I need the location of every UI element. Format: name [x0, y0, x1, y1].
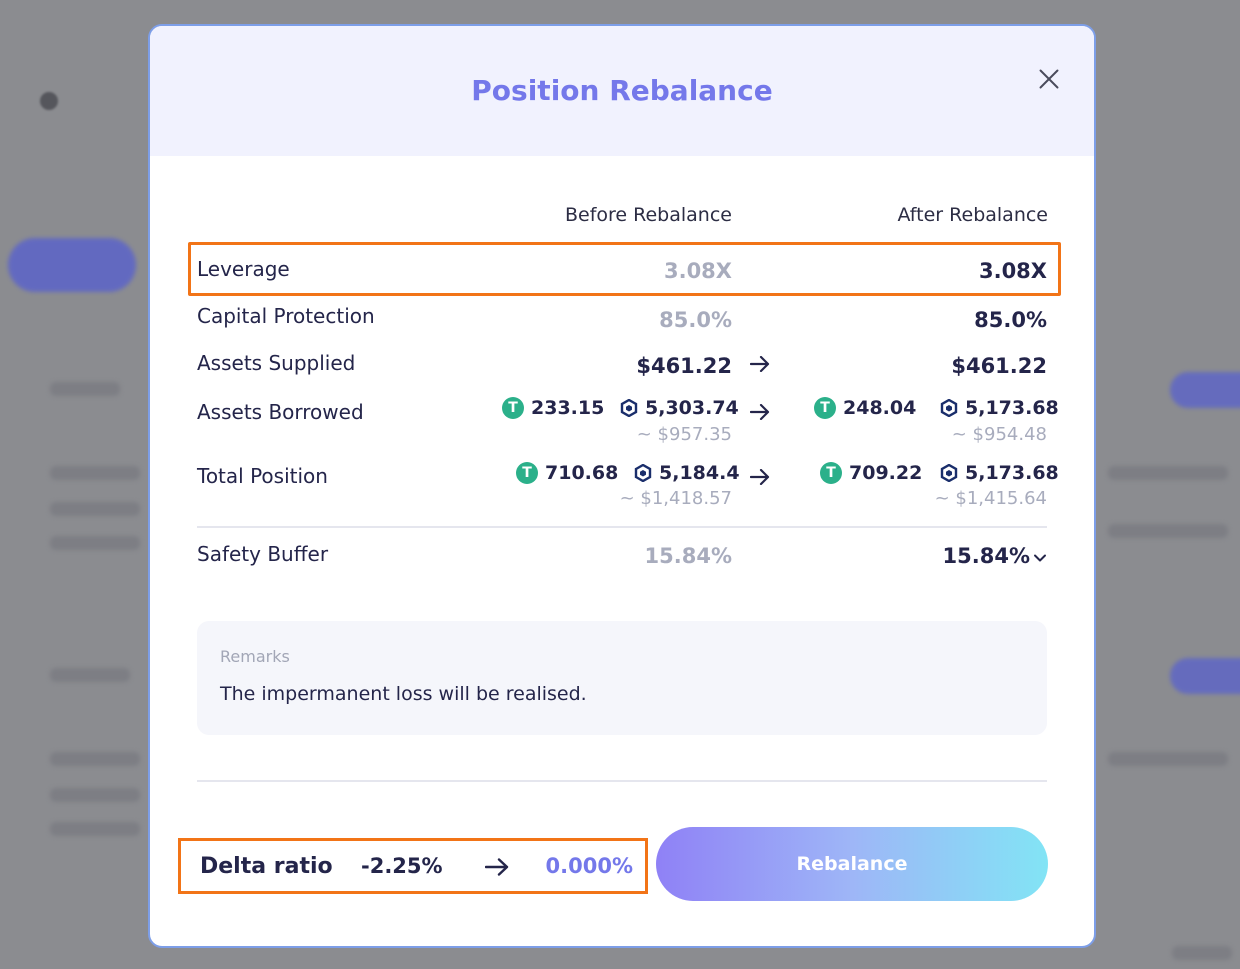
- remarks-label: Remarks: [220, 647, 290, 666]
- background-badge: [1170, 658, 1240, 694]
- borrowed-before-cro: 5,303.74: [620, 397, 739, 419]
- leverage-highlight: [188, 242, 1061, 296]
- borrowed-before-usdt-amount: 233.15: [531, 397, 605, 419]
- chevron-down-icon[interactable]: [1033, 551, 1047, 565]
- divider: [197, 780, 1047, 782]
- borrowed-after-approx: ~ $954.48: [951, 424, 1047, 445]
- usdt-icon: T: [814, 397, 836, 419]
- cro-icon: [620, 399, 638, 417]
- assets-borrowed-label: Assets Borrowed: [197, 400, 364, 424]
- borrowed-before-cro-amount: 5,303.74: [645, 397, 739, 419]
- leverage-after: 3.08X: [978, 259, 1047, 283]
- background-text: [50, 536, 140, 550]
- assets-supplied-label: Assets Supplied: [197, 351, 356, 375]
- safety-buffer-before: 15.84%: [644, 544, 732, 568]
- borrowed-before-approx: ~ $957.35: [636, 424, 732, 445]
- modal-title: Position Rebalance: [471, 74, 773, 107]
- modal-header: Position Rebalance: [150, 26, 1094, 156]
- arrow-right-icon: [750, 469, 770, 485]
- total-before-approx: ~ $1,418.57: [619, 488, 732, 509]
- total-after-usdt-amount: 709.22: [849, 462, 923, 484]
- total-before-usdt-amount: 710.68: [545, 462, 619, 484]
- assets-supplied-before: $461.22: [636, 354, 732, 378]
- rebalance-button[interactable]: Rebalance: [656, 827, 1048, 901]
- safety-buffer-after: 15.84%: [942, 544, 1030, 568]
- leverage-before: 3.08X: [663, 259, 732, 283]
- borrowed-after-usdt: T 248.04: [814, 397, 916, 419]
- total-before-cro: 5,184.4: [634, 462, 740, 484]
- background-text: [1108, 752, 1228, 766]
- borrowed-after-cro: 5,173.68: [940, 397, 1059, 419]
- background-text: [50, 752, 140, 766]
- total-position-label: Total Position: [197, 464, 328, 488]
- background-button: [8, 238, 136, 292]
- background-badge: [1170, 372, 1240, 408]
- total-after-cro: 5,173.68: [940, 462, 1059, 484]
- capital-protection-before: 85.0%: [659, 308, 732, 332]
- usdt-icon: T: [502, 397, 524, 419]
- borrowed-before-usdt: T 233.15: [502, 397, 604, 419]
- column-header-after: After Rebalance: [897, 204, 1048, 226]
- cro-icon: [940, 399, 958, 417]
- background-text: [50, 668, 130, 682]
- background-text: [1108, 466, 1228, 480]
- background-text: [50, 382, 120, 396]
- background-text: [50, 788, 140, 802]
- borrowed-after-usdt-amount: 248.04: [843, 397, 917, 419]
- close-icon[interactable]: [1034, 64, 1064, 94]
- background-text: [1172, 946, 1232, 960]
- leverage-label: Leverage: [197, 257, 290, 281]
- borrowed-after-cro-amount: 5,173.68: [965, 397, 1059, 419]
- total-after-approx: ~ $1,415.64: [934, 488, 1047, 509]
- assets-supplied-after: $461.22: [951, 354, 1047, 378]
- background-text: [1108, 524, 1228, 538]
- column-header-before: Before Rebalance: [564, 204, 732, 226]
- background-text: [50, 822, 140, 836]
- remarks-box: Remarks The impermanent loss will be rea…: [197, 621, 1047, 735]
- usdt-icon: T: [820, 462, 842, 484]
- total-after-usdt: T 709.22: [820, 462, 922, 484]
- delta-ratio-before: -2.25%: [361, 854, 443, 878]
- background-text: [50, 502, 140, 516]
- cro-icon: [634, 464, 652, 482]
- safety-buffer-label: Safety Buffer: [197, 542, 329, 566]
- arrow-right-icon: [485, 858, 509, 876]
- divider: [197, 526, 1047, 528]
- delta-ratio-highlight: Delta ratio -2.25% 0.000%: [178, 838, 648, 894]
- capital-protection-after: 85.0%: [974, 308, 1047, 332]
- usdt-icon: T: [516, 462, 538, 484]
- delta-ratio-after: 0.000%: [545, 854, 633, 878]
- capital-protection-label: Capital Protection: [197, 304, 375, 328]
- remarks-text: The impermanent loss will be realised.: [220, 683, 587, 705]
- cro-icon: [940, 464, 958, 482]
- total-before-cro-amount: 5,184.4: [659, 462, 740, 484]
- delta-ratio-label: Delta ratio: [200, 854, 333, 879]
- rebalance-modal: Position Rebalance Before Rebalance Afte…: [148, 24, 1096, 948]
- arrow-right-icon: [750, 404, 770, 420]
- total-after-cro-amount: 5,173.68: [965, 462, 1059, 484]
- background-text: [50, 466, 140, 480]
- background-icon: [40, 92, 58, 110]
- arrow-right-icon: [750, 356, 770, 372]
- total-before-usdt: T 710.68: [516, 462, 618, 484]
